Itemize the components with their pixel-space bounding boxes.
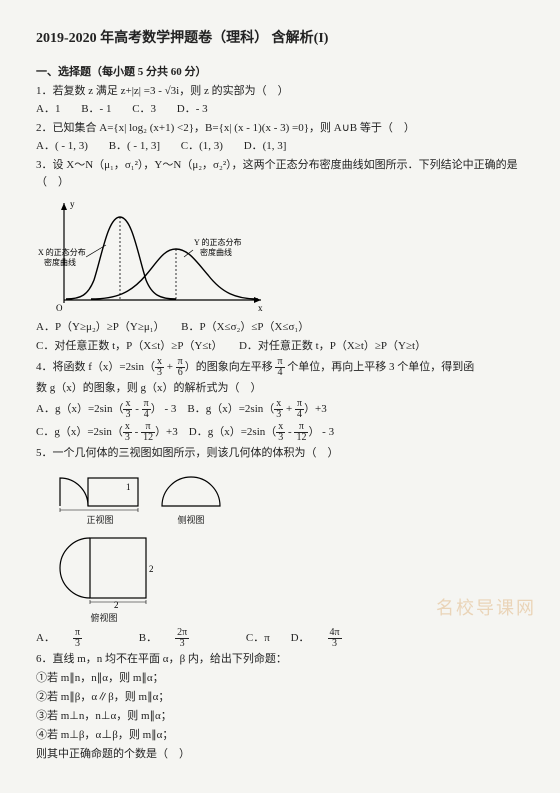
q3-opt-cd: C．对任意正数 t，P（X≤t）≥P（Y≤t） D．对任意正数 t，P（X≥t）…: [36, 338, 524, 355]
q4-opt-d: D．g（x）=2sin（x3 - π12） - 3: [189, 426, 334, 438]
q2-opt-c: C．(1, 3): [181, 138, 223, 155]
question-5: 5．一个几何体的三视图如图所示，则该几何体的体积为（ ）: [36, 445, 524, 462]
q5-opt-c: C．π: [246, 630, 270, 647]
svg-text:Y 的正态分布: Y 的正态分布: [194, 237, 241, 247]
svg-text:X 的正态分布: X 的正态分布: [38, 247, 86, 257]
q4-frac3: π4: [275, 357, 284, 378]
q4-frac1: x3: [155, 357, 164, 378]
q4-opts-row1: A．g（x）=2sin（x3 - π4） - 3 B．g（x）=2sin（x3 …: [36, 399, 524, 420]
q3-figure: x y O X 的正态分布 密度曲线 Y 的正态分布 密度曲线: [36, 195, 524, 315]
svg-text:密度曲线: 密度曲线: [44, 257, 76, 267]
q2-options: A．( - 1, 3) B．( - 1, 3] C．(1, 3) D．(1, 3…: [36, 138, 524, 155]
q6-l3: ③若 m⊥n，n⊥α，则 m∥α；: [36, 708, 524, 725]
q5-front-view: 1 正视图: [54, 466, 146, 528]
q1-opt-b: B．- 1: [81, 101, 111, 118]
q4-opt-c: C．g（x）=2sin（x3 - π12）+3: [36, 426, 181, 438]
question-4: 4．将函数 f（x）=2sin（x3 + π6）的图象向左平移 π4 个单位，再…: [36, 357, 524, 378]
q3-opt-ab: A．P（Y≥μ₂）≥P（Y≥μ₁） B．P（X≤σ₂）≤P（X≤σ₁）: [36, 319, 524, 336]
question-6: 6．直线 m，n 均不在平面 α，β 内，给出下列命题：: [36, 651, 524, 668]
question-2: 2．已知集合 A={x| log₂ (x+1) <2}，B={x| (x - 1…: [36, 120, 524, 137]
q6-l2: ②若 m∥β，α∥β，则 m∥α；: [36, 689, 524, 706]
question-1: 1．若复数 z 满足 z+|z| =3 - √3i，则 z 的实部为（ ）: [36, 83, 524, 100]
q5-opt-d: D．4π3: [291, 628, 378, 649]
svg-text:2: 2: [149, 564, 154, 574]
q4-pre: 4．将函数 f（x）=2sin（: [36, 361, 155, 373]
q4-frac2: π6: [176, 357, 185, 378]
q4-plus1: +: [164, 361, 176, 373]
svg-text:x: x: [258, 303, 263, 313]
q5-opt-b: B．2π3: [139, 628, 225, 649]
q1-opt-a: A．1: [36, 101, 60, 118]
q5-views-row1: 1 正视图 侧视图: [54, 466, 524, 528]
side-caption: 侧视图: [156, 514, 226, 528]
q5-options: A．π3 B．2π3 C．π D．4π3: [36, 628, 524, 649]
section-heading: 一、选择题（每小题 5 分共 60 分）: [36, 64, 524, 81]
svg-text:O: O: [56, 303, 63, 313]
q2-opt-b: B．( - 1, 3]: [109, 138, 160, 155]
q2-opt-d: D．(1, 3]: [244, 138, 287, 155]
q6-l4: ④若 m⊥β，α⊥β，则 m∥α；: [36, 727, 524, 744]
q4-post: 个单位，再向上平移 3 个单位，得到函: [285, 361, 475, 373]
q4-opts-row2: C．g（x）=2sin（x3 - π12）+3 D．g（x）=2sin（x3 -…: [36, 422, 524, 443]
q1-options: A．1 B．- 1 C．3 D．- 3: [36, 101, 524, 118]
watermark: 名校导课网: [436, 595, 536, 623]
q6-tail: 则其中正确命题的个数是（ ）: [36, 746, 524, 763]
svg-text:2: 2: [114, 600, 119, 610]
q5-top-view: 2 2 俯视图: [54, 532, 154, 626]
question-3: 3．设 X～N（μ₁，σ₁²），Y～N（μ₂，σ₂²），这两个正态分布密度曲线如…: [36, 157, 524, 191]
svg-text:1: 1: [126, 482, 131, 492]
top-caption: 俯视图: [54, 612, 154, 626]
page-title: 2019-2020 年高考数学押题卷（理科） 含解析(I): [36, 28, 524, 50]
q4-opt-a: A．g（x）=2sin（x3 - π4） - 3: [36, 403, 179, 415]
svg-text:密度曲线: 密度曲线: [200, 247, 232, 257]
q4-line2: 数 g（x）的图象，则 g（x）的解析式为（ ）: [36, 380, 524, 397]
q4-opt-b: B．g（x）=2sin（x3 + π4）+3: [187, 403, 326, 415]
svg-text:y: y: [70, 199, 75, 209]
front-caption: 正视图: [54, 514, 146, 528]
q5-side-view: 侧视图: [156, 466, 226, 528]
q1-opt-d: D．- 3: [177, 101, 208, 118]
q2-opt-a: A．( - 1, 3): [36, 138, 88, 155]
q1-opt-c: C．3: [132, 101, 156, 118]
q5-opt-a: A．π3: [36, 628, 118, 649]
q4-mid2: ）的图象向左平移: [185, 361, 276, 373]
q6-l1: ①若 m∥n，n∥α，则 m∥α；: [36, 670, 524, 687]
